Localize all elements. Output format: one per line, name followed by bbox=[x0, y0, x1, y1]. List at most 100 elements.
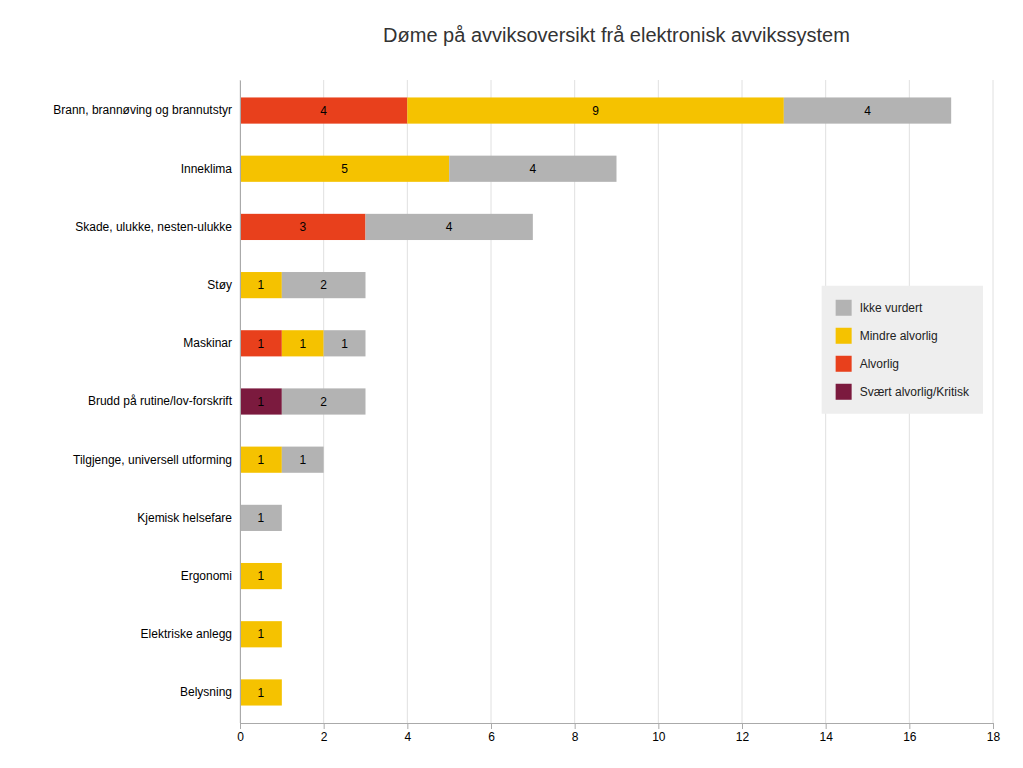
legend-swatch bbox=[836, 328, 852, 344]
y-tick-label: Skade, ulukke, nesten-ulukke bbox=[75, 220, 232, 234]
bar bbox=[240, 679, 282, 705]
data-labels: 14319511111144421211 bbox=[258, 104, 872, 700]
x-tick: 2 bbox=[321, 723, 328, 744]
title: Døme på avviksoversikt frå elektronisk a… bbox=[383, 24, 850, 46]
bar bbox=[282, 447, 324, 473]
x-tick-label: 8 bbox=[572, 730, 579, 744]
data-label: 1 bbox=[258, 337, 265, 351]
x-tick-mark bbox=[742, 723, 743, 729]
series-bars bbox=[240, 97, 951, 531]
data-label: 4 bbox=[864, 104, 871, 118]
x-tick-mark bbox=[993, 723, 994, 729]
y-tick-label: Belysning bbox=[180, 685, 232, 699]
bar bbox=[240, 447, 282, 473]
data-label: 9 bbox=[592, 104, 599, 118]
bar bbox=[407, 97, 784, 123]
x-tick-mark bbox=[575, 723, 576, 729]
y-tick: Maskinar bbox=[183, 336, 240, 350]
y-tick: Brudd på rutine/lov-forskrift bbox=[88, 394, 240, 408]
x-tick: 6 bbox=[488, 723, 495, 744]
y-tick-label: Brudd på rutine/lov-forskrift bbox=[88, 394, 233, 408]
bar bbox=[449, 156, 616, 182]
x-tick: 12 bbox=[736, 723, 750, 744]
bar bbox=[240, 214, 366, 240]
x-tick-label: 14 bbox=[819, 730, 833, 744]
legend-label: Alvorlig bbox=[860, 357, 899, 371]
series-bars bbox=[240, 388, 282, 414]
x-tick-mark bbox=[324, 723, 325, 729]
bar bbox=[324, 330, 366, 356]
legend-item: Svært alvorlig/Kritisk bbox=[836, 384, 970, 400]
y-tick: Skade, ulukke, nesten-ulukke bbox=[75, 220, 240, 234]
x-tick: 8 bbox=[572, 723, 579, 744]
data-label: 1 bbox=[341, 337, 348, 351]
legend-label: Mindre alvorlig bbox=[860, 329, 938, 343]
legend-background bbox=[822, 286, 983, 414]
data-label: 1 bbox=[258, 627, 265, 641]
chart: Døme på avviksoversikt frå elektronisk a… bbox=[0, 0, 1023, 768]
bar bbox=[240, 563, 282, 589]
x-tick-mark bbox=[240, 723, 241, 729]
plot: 14319511111144421211024681012141618Brann… bbox=[53, 80, 1000, 744]
bar bbox=[784, 97, 951, 123]
bar bbox=[282, 272, 366, 298]
data-label: 3 bbox=[299, 220, 306, 234]
x-tick-label: 0 bbox=[237, 730, 244, 744]
bar bbox=[240, 388, 282, 414]
y-tick: Belysning bbox=[180, 685, 240, 699]
bar bbox=[282, 388, 366, 414]
x-tick-label: 6 bbox=[488, 730, 495, 744]
y-tick: Ergonomi bbox=[181, 569, 240, 583]
y-tick: Kjemisk helsefare bbox=[137, 511, 240, 525]
data-label: 2 bbox=[320, 278, 327, 292]
legend-label: Svært alvorlig/Kritisk bbox=[860, 385, 970, 399]
x-tick-label: 12 bbox=[736, 730, 750, 744]
x-axis-line bbox=[241, 724, 994, 730]
bar bbox=[281, 679, 282, 705]
grid-line bbox=[993, 80, 994, 723]
legend-item: Alvorlig bbox=[836, 356, 899, 372]
y-tick-label: Maskinar bbox=[183, 336, 232, 350]
bar bbox=[240, 330, 282, 356]
x-tick-mark bbox=[909, 723, 910, 729]
bar bbox=[240, 505, 282, 531]
data-label: 1 bbox=[299, 337, 306, 351]
y-tick: Støy bbox=[207, 278, 240, 292]
x-tick-mark bbox=[658, 723, 659, 729]
y-tick: Inneklima bbox=[181, 162, 240, 176]
grid-line bbox=[658, 80, 659, 723]
x-tick: 18 bbox=[987, 723, 1001, 744]
x-tick: 14 bbox=[819, 723, 833, 744]
data-label: 1 bbox=[258, 569, 265, 583]
x-tick-label: 18 bbox=[987, 730, 1001, 744]
data-label: 1 bbox=[258, 686, 265, 700]
x-tick-label: 16 bbox=[903, 730, 917, 744]
data-label: 4 bbox=[446, 220, 453, 234]
x-tick: 0 bbox=[237, 723, 244, 744]
data-label: 4 bbox=[529, 162, 536, 176]
data-label: 1 bbox=[258, 395, 265, 409]
y-axis: Brann, brannøving og brannutstyr Inneklim… bbox=[53, 81, 240, 724]
legend-swatch bbox=[836, 384, 852, 400]
x-tick-label: 4 bbox=[404, 730, 411, 744]
y-tick-label: Kjemisk helsefare bbox=[137, 511, 232, 525]
grid-line bbox=[742, 80, 743, 723]
x-tick: 4 bbox=[404, 723, 411, 744]
grid bbox=[240, 80, 993, 723]
bar bbox=[240, 272, 282, 298]
y-tick-label: Elektriske anlegg bbox=[141, 627, 232, 641]
data-label: 1 bbox=[258, 511, 265, 525]
y-tick-label: Støy bbox=[207, 278, 232, 292]
x-tick-mark bbox=[491, 723, 492, 729]
x-tick: 10 bbox=[652, 723, 666, 744]
y-tick-label: Tilgjenge, universell utforming bbox=[73, 453, 232, 467]
data-label: 1 bbox=[258, 278, 265, 292]
x-tick-mark bbox=[826, 723, 827, 729]
series-bars bbox=[240, 97, 784, 705]
legend-swatch bbox=[836, 300, 852, 316]
bar bbox=[282, 330, 324, 356]
x-tick: 16 bbox=[903, 723, 917, 744]
bar bbox=[240, 621, 282, 647]
bar bbox=[281, 621, 282, 647]
y-tick: Brann, brannøving og brannutstyr bbox=[53, 103, 240, 117]
